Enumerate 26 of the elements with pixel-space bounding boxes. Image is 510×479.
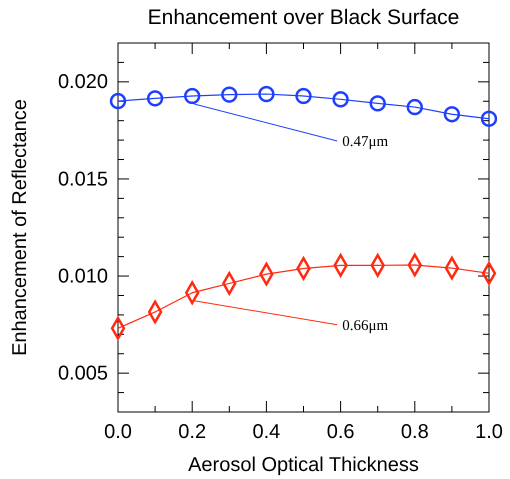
x-tick-label: 0.6	[326, 421, 355, 444]
x-tick-label: 0.4	[252, 421, 280, 444]
point	[295, 88, 312, 104]
y-tick-label: 0.020	[58, 71, 108, 94]
x-tick-label: 0.8	[400, 421, 429, 444]
point	[444, 106, 460, 122]
point	[146, 90, 164, 106]
x-axis-title: Aerosol Optical Thickness	[188, 454, 419, 476]
y-tick-label: 0.015	[58, 168, 108, 190]
x-tick-label: 0.0	[104, 421, 132, 444]
y-tick-label: 0.005	[58, 362, 108, 385]
point	[184, 88, 200, 104]
point	[221, 86, 238, 103]
x-tick-label: 0.2	[178, 421, 206, 444]
y-tick-label: 0.010	[58, 265, 108, 288]
point	[480, 110, 498, 127]
point	[258, 86, 275, 102]
text: 0.66μm	[342, 318, 388, 334]
chart-title: Enhancement over Black Surface	[148, 6, 460, 29]
point	[406, 98, 423, 116]
point	[332, 91, 349, 108]
y-axis-title: Enhancement of Reflectance	[9, 99, 31, 356]
point	[110, 92, 126, 110]
series-label: 0.47μm	[342, 134, 388, 150]
point	[370, 95, 386, 112]
x-tick-label: 1.0	[475, 421, 503, 444]
